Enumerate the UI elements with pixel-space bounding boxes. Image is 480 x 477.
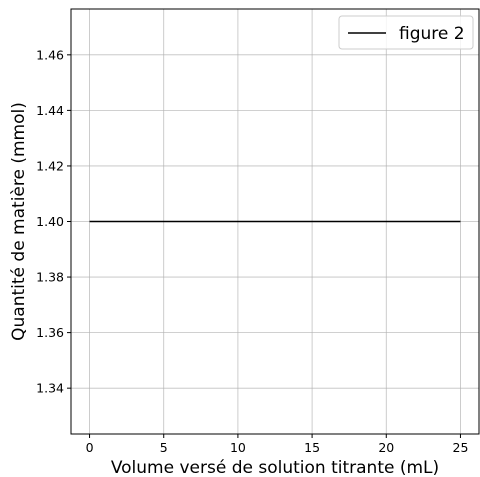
y-tick-label: 1.38 <box>36 270 64 285</box>
legend-box <box>338 15 474 50</box>
x-tick-label: 20 <box>378 440 394 455</box>
x-tick-label: 10 <box>230 440 246 455</box>
ticks: 0 5 10 15 20 25 1.34 1.36 1.38 1.40 1.42 1.44 1.46 <box>36 47 468 455</box>
y-tick-label: 1.36 <box>36 325 64 340</box>
x-tick-label: 0 <box>86 440 94 455</box>
y-tick-label: 1.46 <box>36 47 64 62</box>
legend-label-figure-2: figure 2 <box>399 24 465 44</box>
x-tick-label: 25 <box>453 440 469 455</box>
legend: figure 2 <box>338 15 474 50</box>
y-tick-label: 1.44 <box>36 103 64 118</box>
x-axis-label: Volume versé de solution titrante (mL) <box>111 458 439 477</box>
y-tick-label: 1.40 <box>36 214 64 229</box>
x-tick-label: 5 <box>160 440 168 455</box>
x-tick-label: 15 <box>304 440 320 455</box>
y-tick-label: 1.34 <box>36 381 64 396</box>
y-axis-label: Quantité de matière (mmol) <box>9 102 29 341</box>
y-tick-label: 1.42 <box>36 158 64 173</box>
